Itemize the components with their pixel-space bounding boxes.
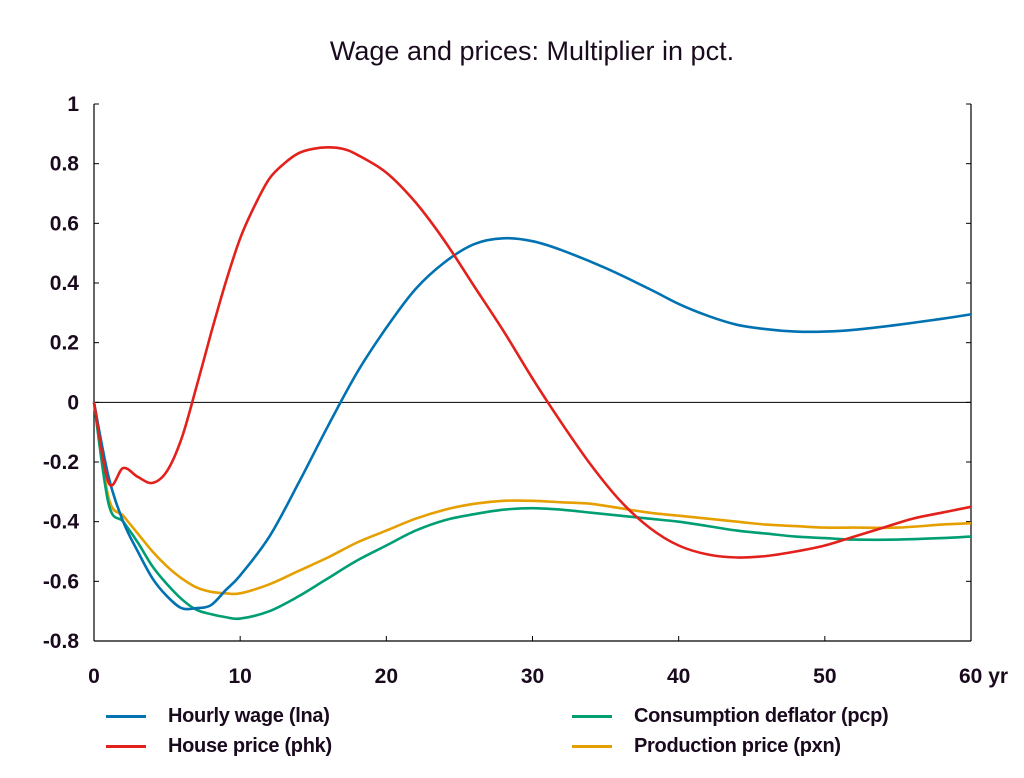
- axes: -0.8-0.6-0.4-0.200.20.40.60.810 10 20 30 40 5…: [43, 93, 1008, 688]
- x-tick-label: 40: [667, 665, 690, 688]
- series-line-production-price: [92, 402, 972, 596]
- series-line-consumption-deflator: [92, 402, 972, 621]
- legend-swatch-house-price: [106, 744, 146, 748]
- y-tick-label: -0.8: [43, 630, 80, 653]
- legend-swatch-hourly-wage: [106, 714, 146, 718]
- y-tick-label: 1: [67, 93, 79, 116]
- legend-label-house-price: House price (phk): [168, 734, 332, 757]
- legend-swatch-production-price: [572, 744, 612, 748]
- series-line-house-price: [92, 146, 972, 559]
- y-tick-label: 0.6: [50, 212, 79, 235]
- x-tick-label: 30: [521, 665, 544, 688]
- legend-swatch-consumption-deflator: [572, 714, 612, 718]
- series-line-hourly-wage: [92, 236, 972, 611]
- y-tick-label: 0.2: [50, 332, 79, 355]
- y-tick-label: 0.4: [50, 272, 80, 295]
- y-tick-label: -0.4: [43, 511, 80, 534]
- legend-item-hourly-wage: Hourly wage (lna): [106, 702, 330, 730]
- legend-item-house-price: House price (phk): [106, 732, 332, 760]
- legend-label-production-price: Production price (pxn): [634, 734, 841, 757]
- x-tick-label: 50: [813, 665, 836, 688]
- legend-item-production-price: Production price (pxn): [572, 732, 841, 760]
- x-tick-label: 60 yr: [959, 665, 1008, 688]
- x-tick-label: 10: [228, 665, 251, 688]
- chart-title: Wage and prices: Multiplier in pct.: [330, 36, 734, 66]
- x-tick-label: 0: [88, 665, 100, 688]
- legend-item-consumption-deflator: Consumption deflator (pcp): [572, 702, 889, 730]
- legend-label-consumption-deflator: Consumption deflator (pcp): [634, 704, 889, 727]
- x-tick-label: 20: [375, 665, 398, 688]
- chart: Wage and prices: Multiplier in pct. -0.8…: [43, 36, 1008, 688]
- y-tick-label: 0.8: [50, 153, 80, 176]
- legend-label-hourly-wage: Hourly wage (lna): [168, 704, 330, 727]
- series-layer: [92, 146, 972, 621]
- y-tick-label: -0.6: [43, 570, 79, 593]
- y-tick-label: 0: [67, 391, 79, 414]
- y-tick-label: -0.2: [43, 451, 79, 474]
- legend: Hourly wage (lna) House price (phk) Cons…: [0, 700, 1024, 770]
